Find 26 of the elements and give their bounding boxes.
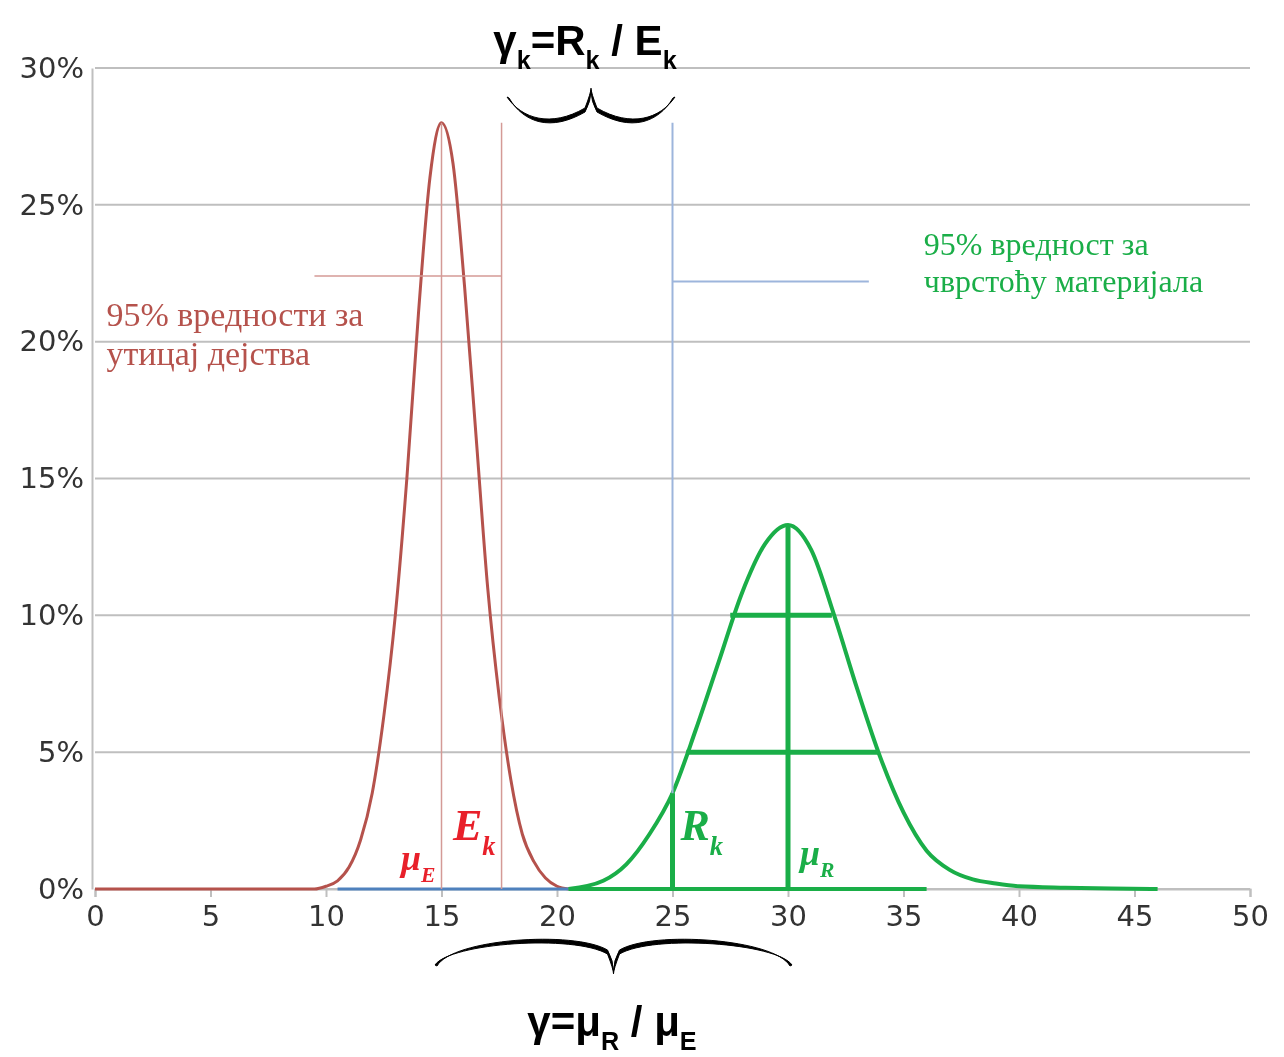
annotation: μ$_{R}$	[798, 833, 835, 882]
annotation: R$_{k}$	[679, 801, 724, 861]
annotation: γ$_{k}$=R$_{k}$ / E$_{k}$	[493, 17, 678, 74]
y-tick-label: 30%	[19, 50, 84, 85]
annotation: 95% вредност за чврстоћу материјала	[923, 226, 1204, 300]
y-tick-label: 10%	[19, 598, 84, 633]
x-tick-label: 35	[885, 898, 923, 933]
y-tick-label: 0%	[37, 871, 84, 906]
annotation: μ$_{E}$	[399, 838, 436, 887]
y-tick-label: 15%	[19, 461, 84, 496]
x-tick-label: 50	[1232, 898, 1269, 933]
y-tick-label: 5%	[37, 734, 84, 769]
x-tick-label: 20	[539, 898, 576, 933]
text: γ=μ$_{R}$ / μ$_{E}$	[527, 998, 697, 1055]
x-tick-label: 25	[654, 898, 692, 933]
x-tick-label: 30	[770, 898, 807, 933]
annotation: 95% вредности за утицај дејства	[106, 295, 364, 373]
x-tick-label: 15	[423, 898, 461, 933]
x-tick-label: 0	[86, 898, 105, 933]
x-tick-label: 40	[1001, 898, 1038, 933]
y-tick-label: 20%	[19, 324, 84, 359]
annotation: E$_{k}$	[452, 801, 496, 861]
x-tick-label: 45	[1116, 898, 1154, 933]
x-tick-label: 10	[308, 898, 345, 933]
x-tick-label: 5	[201, 898, 221, 933]
y-tick-label: 25%	[19, 187, 84, 222]
